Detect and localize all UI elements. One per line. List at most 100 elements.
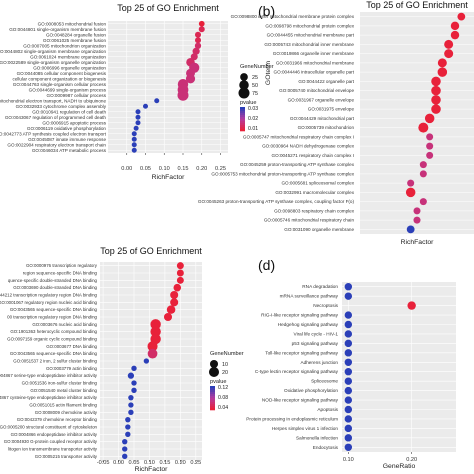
- data-point: [344, 311, 353, 319]
- y-tick-label: GO:0030964 NADH dehydrogenase complex: [262, 144, 355, 149]
- y-tick-label: GO:0006119 oxidative phosphorylation: [27, 126, 107, 131]
- y-tick-label: GO:0051540 metal cluster binding: [30, 388, 97, 393]
- data-point: [419, 198, 427, 206]
- plot-background: [108, 21, 228, 153]
- x-tick-label: -0.05: [97, 460, 110, 466]
- legend-size-swatch: [240, 73, 248, 81]
- y-tick-label: GO:0044699 single-organism process: [29, 87, 107, 92]
- legend-colorbar-segment: [210, 408, 215, 411]
- y-tick-label: GO:0000976 transcription regulatory: [26, 263, 98, 268]
- x-tick-label: 0.10: [343, 457, 354, 463]
- legend-size-label: 50: [252, 83, 258, 89]
- data-point: [131, 380, 137, 386]
- panel-label-d: (d): [258, 257, 275, 273]
- legend-colorbar-segment: [210, 400, 215, 403]
- y-tick-label: Viral life cycle - HIV-1: [294, 331, 339, 336]
- y-tick-label: GO:0061025 membrane fusion: [43, 38, 107, 43]
- data-point: [166, 305, 176, 314]
- legend-colorbar-segment: [240, 127, 245, 130]
- data-point: [344, 434, 353, 442]
- data-point: [194, 31, 202, 38]
- data-point: [173, 283, 182, 292]
- y-tick-label: GO:0044212 transcription regulatory regi…: [0, 293, 98, 298]
- x-axis-label: RichFactor: [152, 174, 186, 181]
- legend-colorbar-segment: [210, 402, 215, 405]
- data-point: [413, 207, 421, 215]
- y-tick-label: GO:0007005 mitochondrion organization: [23, 43, 106, 48]
- data-point: [344, 339, 353, 348]
- data-point: [344, 415, 353, 423]
- chart-title: Top 25 of GO Enrichment: [366, 0, 468, 10]
- data-point: [128, 409, 134, 416]
- y-tick-label: GO:0022589 single-organism organelle org…: [0, 60, 106, 65]
- x-axis-label: RichFactor: [135, 466, 169, 473]
- chart-panel-d: 0.10 0.20 RNA degradation mRNA surveillance…: [246, 282, 456, 470]
- data-point: [142, 103, 149, 109]
- y-tick-label: GO:0097159 organic cyclic compound bindi…: [7, 337, 97, 342]
- legend-colorbar-segment: [210, 388, 215, 391]
- chart-panel-a: 0.00 0.05 0.10 0.15 0.20 0.25 GO:0008053 mitoc…: [0, 3, 274, 181]
- y-tick-label: GO:0044446 intracellular organelle part: [274, 70, 355, 75]
- legend-size-swatch: [209, 359, 219, 369]
- chart-panel-c: -0.05 0.00 0.05 0.10 0.15 0.20 0.25 GO:0000976 …: [0, 246, 244, 473]
- legend-colorbar-segment: [240, 111, 245, 114]
- data-point: [125, 416, 131, 423]
- y-tick-label: GO:0005747 mitochondrial respiratory cha…: [243, 134, 354, 139]
- y-tick-label: GO:0032933 cytochrome complex assembly: [16, 104, 107, 109]
- y-tick-label: GO:0004866 endopeptidase inhibitor activ…: [11, 432, 98, 437]
- legend-colorbar-segment: [240, 117, 245, 120]
- y-tick-label: GO:0044763 single-organism cellular proc…: [13, 82, 107, 87]
- y-tick-label: GO:0048284 organelle fusion: [46, 32, 106, 37]
- y-tick-label: 00 transcription regulatory region DNA b…: [7, 315, 97, 320]
- y-tick-label: Oxidative phosphorylation: [284, 388, 338, 393]
- data-point: [192, 47, 200, 55]
- data-point: [413, 216, 421, 224]
- y-tick-label: RIG-I-like receptor signaling pathway: [261, 313, 339, 318]
- legend-color-label: 0.03: [248, 106, 258, 112]
- data-point: [122, 446, 128, 452]
- x-tick-label: 0.25: [215, 166, 226, 172]
- data-point: [344, 377, 353, 385]
- legend-colorbar-segment: [240, 107, 245, 110]
- y-tick-label: GO:0032991 macromolecular complex: [275, 190, 354, 195]
- data-point: [163, 312, 173, 322]
- y-tick-label: Endocytosis: [313, 445, 339, 450]
- data-point: [185, 74, 196, 84]
- y-tick-label: GO:0004930 G-protein coupled receptor ac…: [4, 439, 98, 444]
- y-tick-label: quence-specific double-stranded DNA bind…: [8, 278, 98, 283]
- legend-size-swatch: [238, 87, 250, 99]
- data-point: [424, 113, 435, 124]
- legend-colorbar-segment: [240, 115, 245, 118]
- y-tick-label: GO:0046034 ATP metabolic process: [32, 148, 107, 153]
- y-tick-label: GO:0044422 organelle part: [298, 79, 354, 84]
- y-tick-label: GO:0042379 chemokine receptor binding: [17, 417, 98, 422]
- y-tick-label: GO:0043565 sequence-specific DNA binding: [10, 307, 98, 312]
- y-tick-label: GO:0005739 mitochondrion: [298, 125, 355, 130]
- y-tick-label: GO:1901363 heterocyclic compound binding: [10, 329, 97, 334]
- data-point: [344, 283, 353, 291]
- y-tick-label: GO:0098798 mitochondrial protein complex: [265, 23, 354, 28]
- y-tick-label: cellular component organization or bioge…: [13, 76, 107, 81]
- data-point: [450, 30, 460, 40]
- legend-colorbar-segment: [210, 390, 215, 393]
- y-tick-label: GO:0044455 mitochondrial membrane part: [267, 33, 355, 38]
- y-tick-label: GO:0042773 ATP synthesis coupled electro…: [0, 131, 107, 136]
- x-tick-label: 0.15: [178, 166, 189, 172]
- y-tick-label: mitochondrial electron transport, NADH t…: [0, 98, 106, 103]
- data-point: [407, 179, 415, 187]
- data-point: [406, 225, 415, 234]
- data-point: [131, 136, 137, 142]
- y-tick-label: GO:0008009 chemokine activity: [35, 410, 98, 415]
- y-tick-label: GO:0005215 transporter activity: [35, 454, 98, 459]
- data-point: [128, 402, 134, 408]
- legend-colorbar-segment: [240, 109, 245, 112]
- data-point: [344, 330, 353, 338]
- y-tick-label: GO:0005681 spliceosomal complex: [281, 181, 354, 186]
- y-tick-label: GO:0006915 apoptotic process: [42, 120, 106, 125]
- data-point: [344, 320, 353, 329]
- legend-size-label: 10: [222, 362, 228, 368]
- legend-colorbar-segment: [210, 394, 215, 397]
